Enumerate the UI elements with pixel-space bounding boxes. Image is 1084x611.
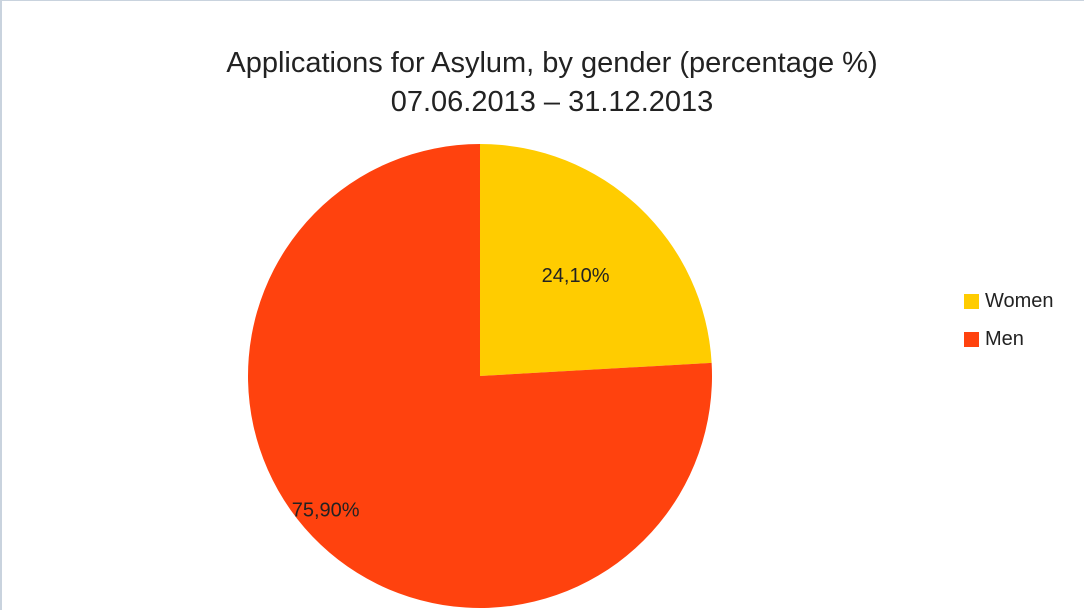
legend-item-men: Men <box>964 320 1054 358</box>
pie-slice-men <box>247 144 712 609</box>
legend-swatch-men <box>964 331 979 347</box>
pie-slices <box>247 144 712 609</box>
chart-title: Applications for Asylum, by gender (perc… <box>226 47 878 79</box>
legend-item-women: Women <box>964 282 1054 320</box>
pie-label-women: 24,10% <box>542 265 610 287</box>
legend-swatch-women <box>964 293 979 309</box>
chart-subtitle: 07.06.2013 – 31.12.2013 <box>390 86 714 118</box>
legend-label-women: Women <box>985 289 1054 312</box>
chart-legend: Women Men <box>964 282 1054 358</box>
pie-slice-women <box>480 144 712 376</box>
pie-label-men: 75,90% <box>292 500 360 522</box>
legend-label-men: Men <box>985 327 1024 350</box>
pie-labels: 24,10% 75,90% <box>292 265 610 522</box>
